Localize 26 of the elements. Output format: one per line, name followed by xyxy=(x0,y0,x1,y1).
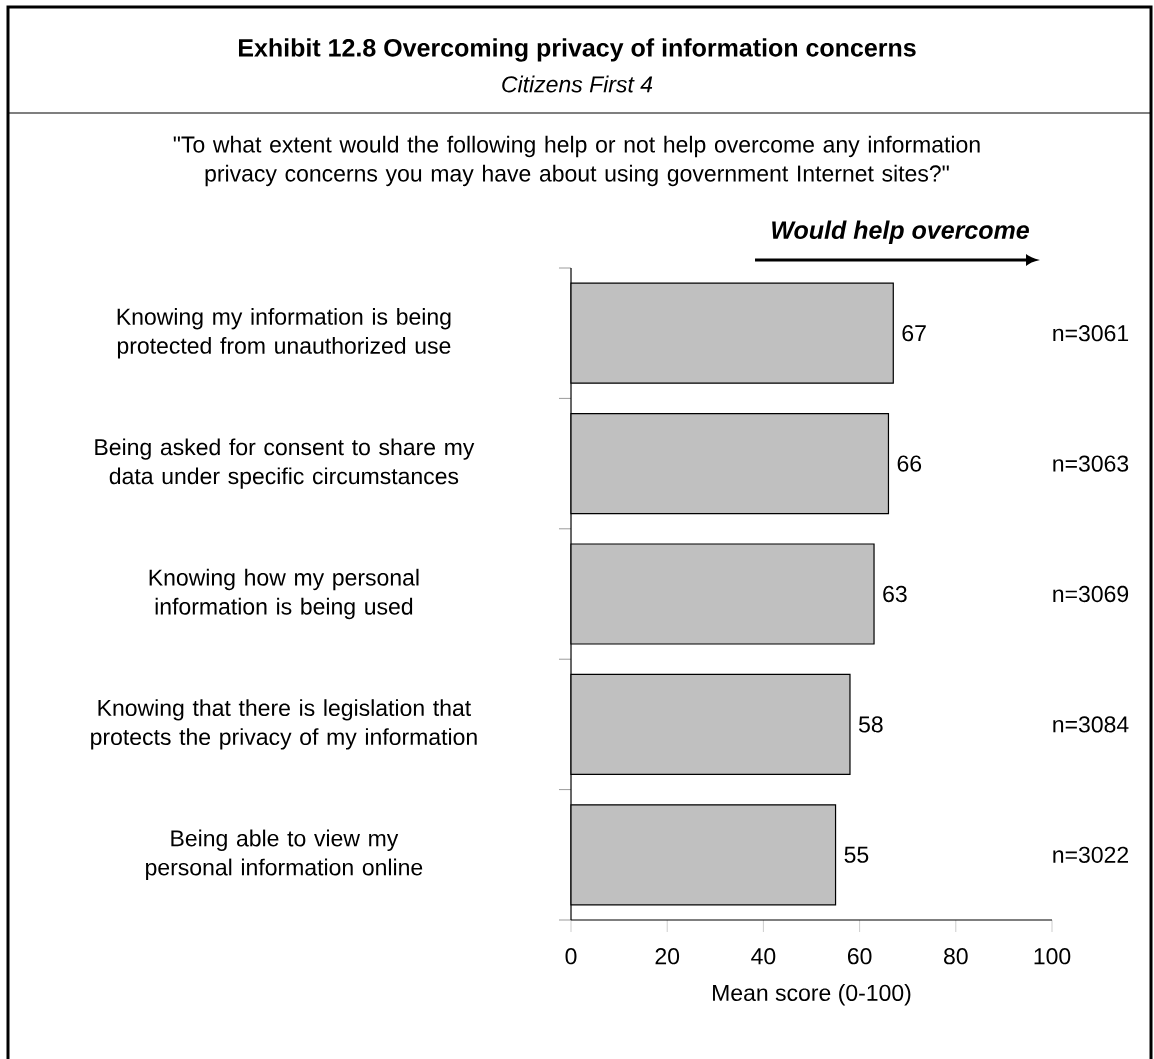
x-axis-title: Mean score (0-100) xyxy=(713,984,911,1006)
x-tick-label: 100 xyxy=(1034,948,1071,965)
text: n=3084 xyxy=(1053,716,1129,733)
data-label: 67 xyxy=(902,325,926,342)
x-tick-label: 60 xyxy=(847,948,872,965)
chart-title: Exhibit 12.8 Overcoming privacy of information concerns xyxy=(239,38,916,62)
y-tick-label: Being asked for consent to share my data under specific circumstances xyxy=(95,438,475,489)
text: n=3063 xyxy=(1053,455,1129,472)
data-label: 66 xyxy=(897,455,922,472)
y-tick-label: Being able to view my personal information online xyxy=(146,829,423,881)
y-tick-label: Knowing that there is legislation that protects the privacy of my information xyxy=(91,699,477,750)
data-label: 58 xyxy=(858,716,883,733)
data-label: 55 xyxy=(844,846,869,863)
y-tick-label: Knowing my information is being protected from unauthorized use xyxy=(117,307,451,359)
x-tick-label: 80 xyxy=(944,948,968,965)
text: n=3022 xyxy=(1053,846,1129,863)
x-tick-label: 20 xyxy=(655,948,680,965)
y-tick-label: Knowing how my personal information is being used xyxy=(149,568,419,620)
text: "To what extent would the following help or not help overcome any information privacy concerns you may have about using government Internet sites?" xyxy=(173,135,980,187)
text: n=3061 xyxy=(1053,325,1129,342)
x-tick-label: 40 xyxy=(751,948,776,965)
text: Would help overcome xyxy=(772,220,1029,244)
data-label: 63 xyxy=(883,585,907,603)
chart-subtitle: Citizens First 4 xyxy=(502,75,653,93)
text: n=3069 xyxy=(1053,585,1129,603)
x-tick-label: 0 xyxy=(565,948,577,965)
